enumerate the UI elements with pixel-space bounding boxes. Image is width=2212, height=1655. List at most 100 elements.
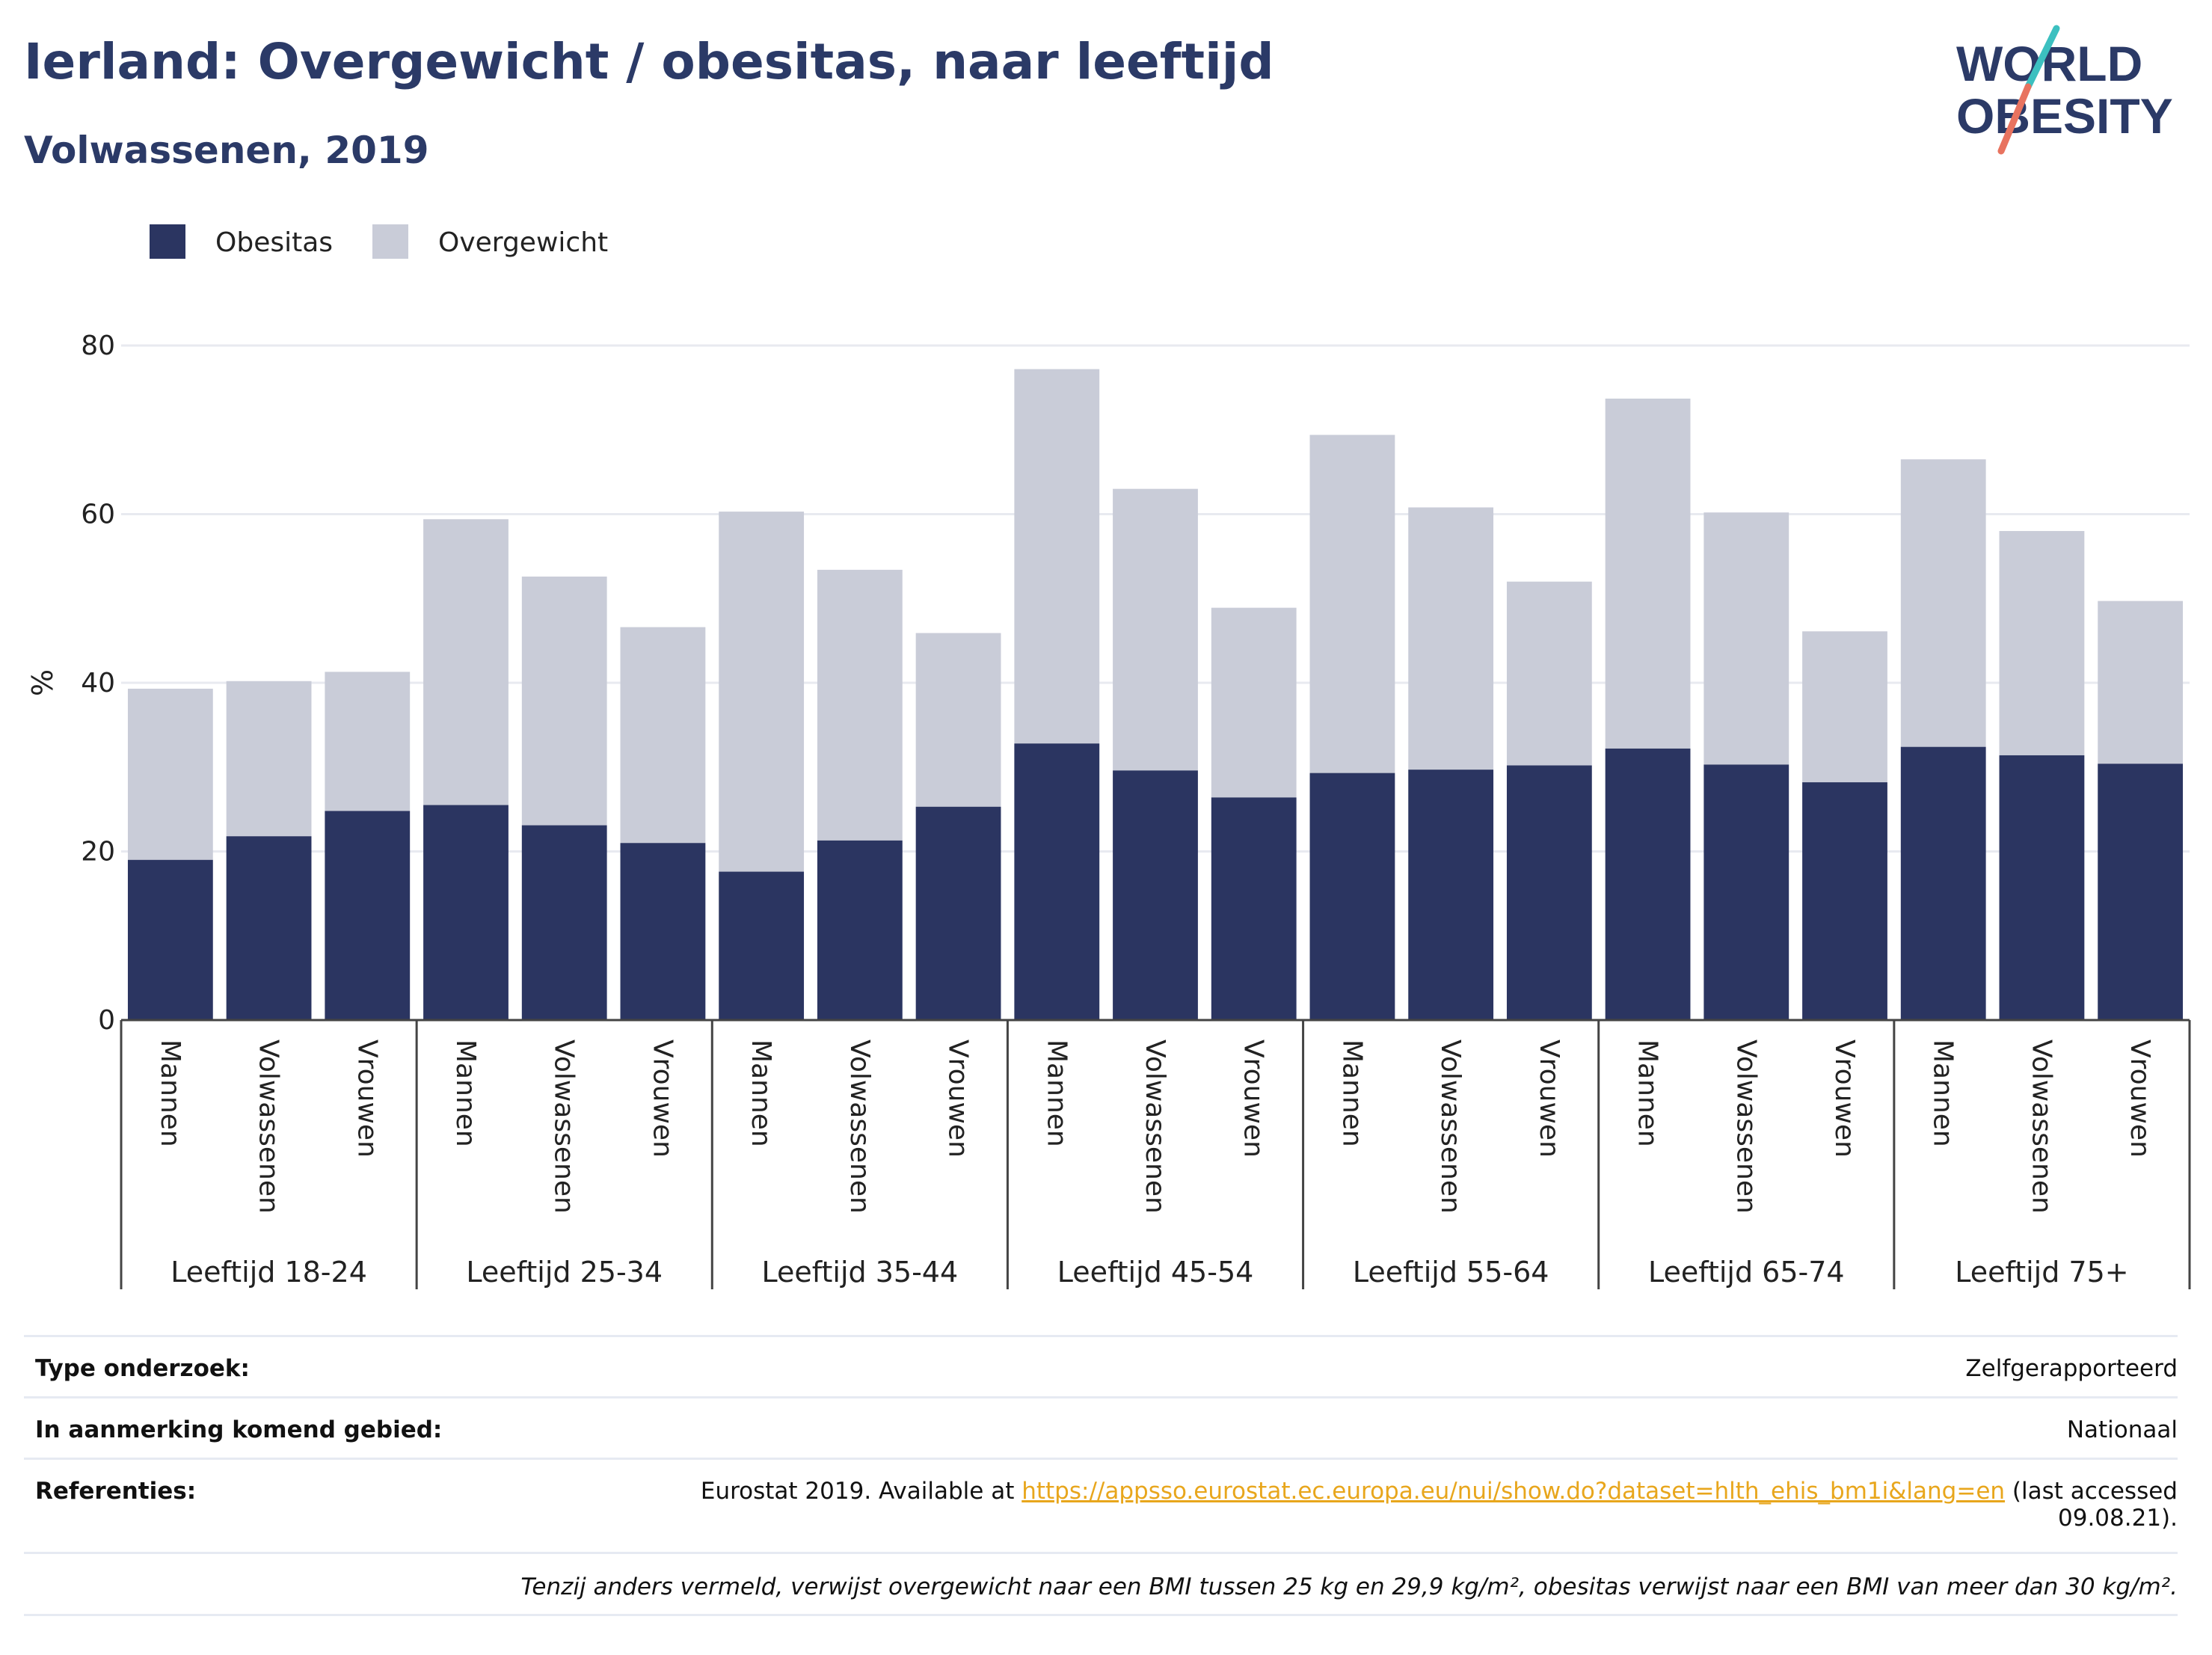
x-subcategory-label: Volwassenen	[1435, 1040, 1466, 1214]
bar-obesitas	[1703, 764, 1789, 1020]
bar-obesitas	[915, 806, 1001, 1020]
info-divider	[24, 1396, 2178, 1398]
x-subcategory-label: Vrouwen	[647, 1040, 678, 1158]
stacked-bar-chart: 0 20 40 60 80% Mannen Volwassenen Vrouwen Mannen…	[26, 224, 2191, 1289]
bar-obesitas	[1999, 755, 2085, 1020]
x-subcategory-label: Volwassenen	[844, 1040, 875, 1214]
bar-obesitas	[521, 825, 607, 1020]
bar-overgewicht	[226, 681, 312, 837]
y-tick-label: 80	[81, 331, 115, 361]
info-divider	[24, 1614, 2178, 1616]
bar-overgewicht	[1309, 435, 1395, 773]
survey-type-label: Type onderzoek:	[35, 1355, 250, 1382]
x-subcategory-label: Vrouwen	[1829, 1040, 1860, 1158]
x-subcategory-label: Mannen	[1632, 1040, 1663, 1147]
bar-obesitas	[620, 843, 706, 1020]
x-subcategory-label: Vrouwen	[2125, 1040, 2155, 1158]
bar-obesitas	[1506, 765, 1592, 1020]
references-link[interactable]: https://appsso.eurostat.ec.europa.eu/nui…	[1021, 1478, 2006, 1505]
x-subcategory-label: Volwassenen	[254, 1040, 284, 1214]
bar-obesitas	[2098, 764, 2184, 1020]
x-subcategory-label: Volwassenen	[549, 1040, 580, 1214]
x-subcategory-label: Volwassenen	[1140, 1040, 1170, 1214]
bar-overgewicht	[423, 519, 509, 805]
bar-obesitas	[1605, 748, 1691, 1020]
bar-obesitas	[1900, 746, 1986, 1020]
bar-overgewicht	[521, 576, 607, 826]
bar-obesitas	[1802, 782, 1887, 1020]
bar-obesitas	[1211, 797, 1297, 1020]
bar-obesitas	[719, 871, 805, 1020]
bar-overgewicht	[817, 569, 903, 841]
bar-overgewicht	[1408, 507, 1494, 770]
x-group-label: Leeftijd 18-24	[170, 1256, 367, 1289]
area-label: In aanmerking komend gebied:	[35, 1416, 443, 1443]
survey-type-value: Zelfgerapporteerd	[1965, 1355, 2178, 1382]
x-subcategory-label: Mannen	[450, 1040, 481, 1147]
x-subcategory-label: Mannen	[1041, 1040, 1072, 1147]
legend-label: Overgewicht	[438, 227, 608, 258]
bar-obesitas	[1113, 770, 1198, 1020]
area-value: Nationaal	[2066, 1416, 2178, 1443]
bar-overgewicht	[1802, 631, 1887, 783]
bar-obesitas	[817, 840, 903, 1020]
bar-overgewicht	[620, 627, 706, 844]
info-divider	[24, 1335, 2178, 1337]
x-subcategory-label: Mannen	[1336, 1040, 1367, 1147]
references-date: 09.08.21).	[2058, 1505, 2178, 1532]
bar-overgewicht	[2098, 601, 2184, 764]
x-subcategory-label: Vrouwen	[1238, 1040, 1269, 1158]
bar-overgewicht	[1014, 369, 1100, 744]
x-subcategory-label: Vrouwen	[943, 1040, 974, 1158]
references-prefix: Eurostat 2019. Available at	[700, 1478, 1022, 1505]
bar-obesitas	[1014, 743, 1100, 1020]
bar-overgewicht	[915, 633, 1001, 807]
x-subcategory-label: Mannen	[155, 1040, 185, 1147]
x-subcategory-label: Mannen	[746, 1040, 776, 1147]
bar-overgewicht	[1211, 607, 1297, 798]
x-subcategory-label: Mannen	[1928, 1040, 1958, 1147]
bar-overgewicht	[1113, 488, 1198, 771]
legend-swatch	[150, 224, 185, 259]
x-group-label: Leeftijd 65-74	[1648, 1256, 1845, 1289]
x-group-label: Leeftijd 35-44	[762, 1256, 959, 1289]
x-group-label: Leeftijd 55-64	[1353, 1256, 1549, 1289]
chart-subtitle: Volwassenen, 2019	[24, 129, 429, 172]
bar-obesitas	[1309, 773, 1395, 1020]
chart-title: Ierland: Overgewicht / obesitas, naar le…	[24, 33, 1274, 90]
bar-obesitas	[226, 836, 312, 1020]
bar-obesitas	[1408, 770, 1494, 1020]
x-group-label: Leeftijd 75+	[1955, 1256, 2128, 1289]
bar-obesitas	[423, 805, 509, 1020]
info-divider	[24, 1552, 2178, 1554]
bar-overgewicht	[127, 688, 213, 860]
references-label: Referenties:	[35, 1478, 197, 1505]
y-tick-label: 40	[81, 668, 115, 698]
bar-overgewicht	[1506, 581, 1592, 766]
legend-label: Obesitas	[215, 227, 333, 258]
info-divider	[24, 1458, 2178, 1460]
references-value: Eurostat 2019. Available at https://apps…	[701, 1478, 2178, 1532]
logo-line2: OBESITY	[1956, 88, 2173, 144]
y-tick-label: 20	[81, 837, 115, 868]
bar-overgewicht	[1900, 459, 1986, 747]
bar-overgewicht	[1605, 399, 1691, 749]
x-group-label: Leeftijd 45-54	[1057, 1256, 1254, 1289]
x-subcategory-label: Vrouwen	[1534, 1040, 1564, 1158]
x-subcategory-label: Volwassenen	[1730, 1040, 1761, 1214]
x-group-label: Leeftijd 25-34	[466, 1256, 663, 1289]
x-subcategory-label: Volwassenen	[2026, 1040, 2056, 1214]
bar-overgewicht	[1999, 531, 2085, 755]
bar-obesitas	[325, 811, 411, 1020]
y-tick-label: 0	[98, 1005, 115, 1036]
definition-note: Tenzij anders vermeld, verwijst overgewi…	[520, 1573, 2178, 1600]
legend-swatch	[372, 224, 408, 259]
y-axis-label: %	[26, 669, 59, 696]
references-suffix: (last accessed	[2005, 1478, 2178, 1505]
y-tick-label: 60	[81, 500, 115, 530]
bar-overgewicht	[325, 672, 411, 811]
x-subcategory-label: Vrouwen	[351, 1040, 382, 1158]
bar-overgewicht	[719, 512, 805, 872]
bar-obesitas	[127, 859, 213, 1020]
bar-overgewicht	[1703, 512, 1789, 765]
